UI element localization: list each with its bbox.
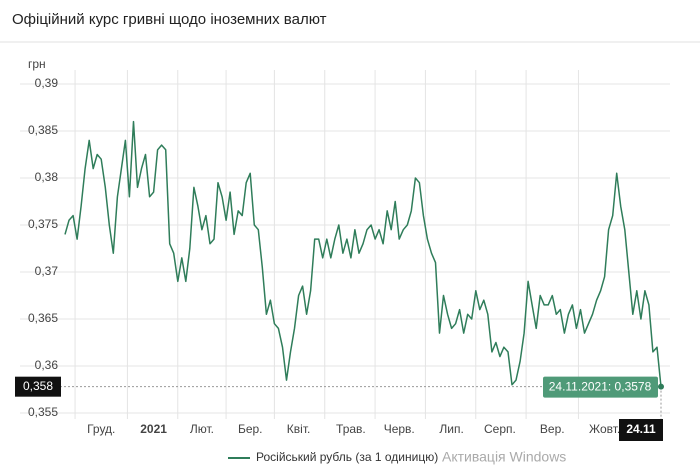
y-tick-label: 0,355 [28,405,58,419]
crosshair-y-box [15,376,61,397]
y-tick-label: 0,365 [28,311,58,325]
hover-point [658,383,664,390]
x-tick-label: 2021 [140,422,167,436]
line-series [64,120,662,387]
x-tick-label: Черв. [384,422,415,436]
x-tick-label: Вер. [540,422,565,436]
y-axis-label: грн [28,57,46,71]
x-tick-label: Квіт. [287,422,311,436]
x-tick-label: Жовт. [589,422,620,436]
y-tick-label: 0,38 [35,170,59,184]
crosshair-x-label: 24.11 [626,422,656,436]
x-tick-label: Серп. [484,422,516,436]
x-tick-label: Бер. [238,422,263,436]
legend-label: Російський рубль (за 1 одиницю) [256,450,438,464]
watermark: Активація Windows [442,449,566,465]
tooltip-box [543,376,658,398]
x-tick-label: Лют. [190,422,214,436]
y-tick-label: 0,39 [35,76,59,90]
x-tick-label: Трав. [336,422,366,436]
y-tick-label: 0,37 [35,264,59,278]
y-tick-label: 0,375 [28,217,58,231]
x-tick-label: Лип. [439,422,463,436]
crosshair-y-label: 0,358 [23,379,53,393]
x-tick-label: Груд. [87,422,115,436]
crosshair-x-box [619,419,663,441]
tooltip-text: 24.11.2021: 0,3578 [549,379,652,393]
chart-title: Офіційний курс гривні щодо іноземних вал… [12,11,327,28]
y-tick-label: 0,385 [28,123,58,137]
y-tick-label: 0,36 [35,358,59,372]
